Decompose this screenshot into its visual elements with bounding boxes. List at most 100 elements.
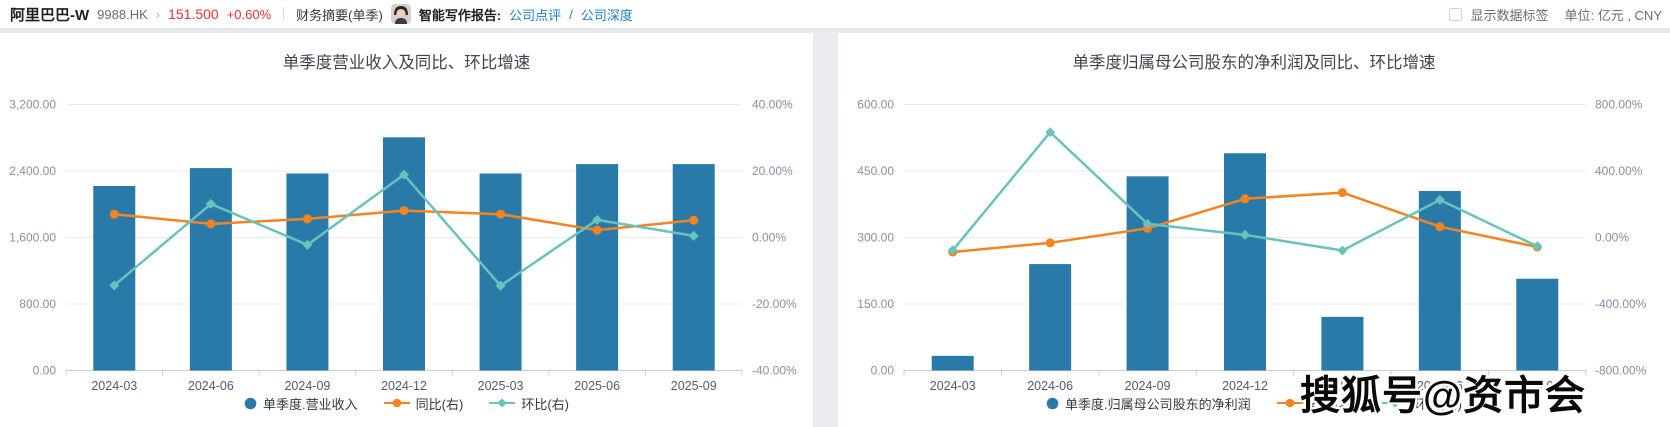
x-axis-label: 2024-06 <box>188 379 234 393</box>
data-point <box>495 280 506 291</box>
link-company-depth[interactable]: 公司深度 <box>580 7 633 23</box>
data-point <box>1532 241 1543 252</box>
x-axis-label: 2024-12 <box>1222 379 1268 393</box>
ai-report-label: 智能写作报告: <box>418 7 502 23</box>
left-axis-tick: 800.00 <box>19 297 56 311</box>
show-data-labels-label: 显示数据标签 <box>1470 7 1549 23</box>
legend-item[interactable]: 同比(右) <box>1276 394 1357 413</box>
right-axis-tick: 0.00% <box>1595 231 1629 245</box>
right-axis-tick: 800.00% <box>1595 98 1643 112</box>
left-axis-tick: 600.00 <box>857 98 894 112</box>
line-diamond-legend-icon <box>489 398 516 408</box>
left-axis-tick: 2,400.00 <box>9 164 56 178</box>
unit-label: 单位: 亿元 , CNY <box>1564 7 1662 23</box>
legend-item[interactable]: 单季度.营业收入 <box>244 394 358 413</box>
line-series <box>109 169 699 291</box>
bar <box>672 164 715 371</box>
menu-financial-summary[interactable]: 财务摘要(单季) <box>296 7 383 23</box>
left-axis-tick: 3,200.00 <box>9 98 56 112</box>
x-axis-label: 2024-12 <box>381 379 427 393</box>
x-axis-label: 2025-03 <box>1319 379 1365 393</box>
legend-item[interactable]: 环比(右) <box>489 394 569 413</box>
data-point <box>1240 229 1250 240</box>
stock-price: 151.500 <box>168 6 219 22</box>
right-axis-tick: 0.00% <box>752 231 786 245</box>
data-point <box>206 219 216 229</box>
profit-chart-legend: 单季度.归属母公司股东的净利润 同比(右) 环比(右) <box>838 391 1670 415</box>
data-point <box>947 245 958 256</box>
chevron-right-icon[interactable]: › <box>155 6 161 22</box>
bar <box>1126 176 1169 371</box>
data-point <box>1435 222 1445 232</box>
legend-item[interactable]: 单季度.归属母公司股东的净利润 <box>1046 394 1251 413</box>
data-point <box>1045 127 1056 138</box>
bar <box>189 168 232 371</box>
bar <box>1029 264 1072 371</box>
x-axis-label: 2024-06 <box>1027 379 1073 393</box>
left-axis-tick: 0.00 <box>33 364 57 378</box>
legend-label: 同比(右) <box>1308 396 1357 412</box>
header-bar: 阿里巴巴-W 9988.HK › 151.500 +0.60% 财务摘要(单季)… <box>0 0 1670 29</box>
data-point <box>1337 245 1348 256</box>
x-axis-label: 2025-09 <box>671 379 717 393</box>
bar-legend-icon <box>1046 397 1059 409</box>
right-axis-tick: -40.00% <box>752 364 797 378</box>
ai-writer-avatar-icon <box>390 4 411 24</box>
right-axis-tick: 40.00% <box>752 98 793 112</box>
line-series <box>947 127 1543 256</box>
left-axis-tick: 0.00 <box>871 364 895 378</box>
data-point <box>689 215 699 225</box>
data-point <box>302 239 313 250</box>
bar <box>1516 278 1559 371</box>
profit-chart: 600.00 800.00% 450.00 400.00% 300.00 0.00% 150… <box>857 98 1647 394</box>
line-series <box>109 206 699 235</box>
bar <box>286 173 329 371</box>
data-point <box>302 214 312 224</box>
legend-label: 同比(右) <box>415 396 464 412</box>
legend-label: 单季度.营业收入 <box>263 396 358 412</box>
data-point <box>1142 218 1153 229</box>
left-axis-tick: 150.00 <box>857 297 894 311</box>
profit-chart-panel: 600.00 800.00% 450.00 400.00% 300.00 0.00% 150… <box>838 33 1670 427</box>
revenue-chart-panel: 3,200.00 40.00% 2,400.00 20.00% 1,600.00 0.00… <box>0 33 813 427</box>
bar <box>479 173 522 371</box>
divider <box>283 7 285 21</box>
x-axis-label: 2024-03 <box>91 379 137 393</box>
bar <box>1321 316 1364 371</box>
data-point <box>1045 238 1055 248</box>
legend-item[interactable]: 环比(右) <box>1382 394 1462 413</box>
x-axis-label: 2025-06 <box>574 379 620 393</box>
x-axis-label: 2025-03 <box>478 379 524 393</box>
data-point <box>688 230 699 241</box>
line-circle-legend-icon <box>1276 398 1303 408</box>
data-point <box>399 206 409 216</box>
stock-change: +0.60% <box>226 6 272 22</box>
x-axis-label: 2025-06 <box>1417 379 1463 393</box>
left-axis-tick: 450.00 <box>857 164 894 178</box>
right-axis-tick: -400.00% <box>1595 297 1647 311</box>
right-axis-tick: 400.00% <box>1595 164 1643 178</box>
x-axis-label: 2024-09 <box>1125 379 1171 393</box>
stock-name: 阿里巴巴-W <box>10 6 90 24</box>
stock-code: 9988.HK <box>97 6 148 22</box>
x-axis-label: 2024-03 <box>930 379 976 393</box>
show-data-labels-checkbox[interactable] <box>1449 7 1463 21</box>
bar <box>931 355 974 371</box>
left-axis-tick: 1,600.00 <box>9 231 56 245</box>
legend-label: 环比(右) <box>1414 396 1462 412</box>
bar-series <box>931 153 1559 371</box>
revenue-chart-title: 单季度营业收入及同比、环比增速 <box>282 54 531 72</box>
data-point <box>399 169 409 180</box>
data-point <box>592 225 602 235</box>
data-point <box>205 198 216 209</box>
line-circle-legend-icon <box>383 398 410 408</box>
bar <box>576 164 619 371</box>
data-point <box>496 209 506 219</box>
legend-item[interactable]: 同比(右) <box>383 394 464 413</box>
profit-chart-title: 单季度归属母公司股东的净利润及同比、环比增速 <box>1072 54 1436 72</box>
link-company-comment[interactable]: 公司点评 <box>509 7 562 23</box>
legend-label: 单季度.归属母公司股东的净利润 <box>1065 396 1251 412</box>
bar-legend-icon <box>244 397 257 409</box>
line-diamond-legend-icon <box>1382 398 1409 408</box>
right-axis-tick: 20.00% <box>752 164 793 178</box>
